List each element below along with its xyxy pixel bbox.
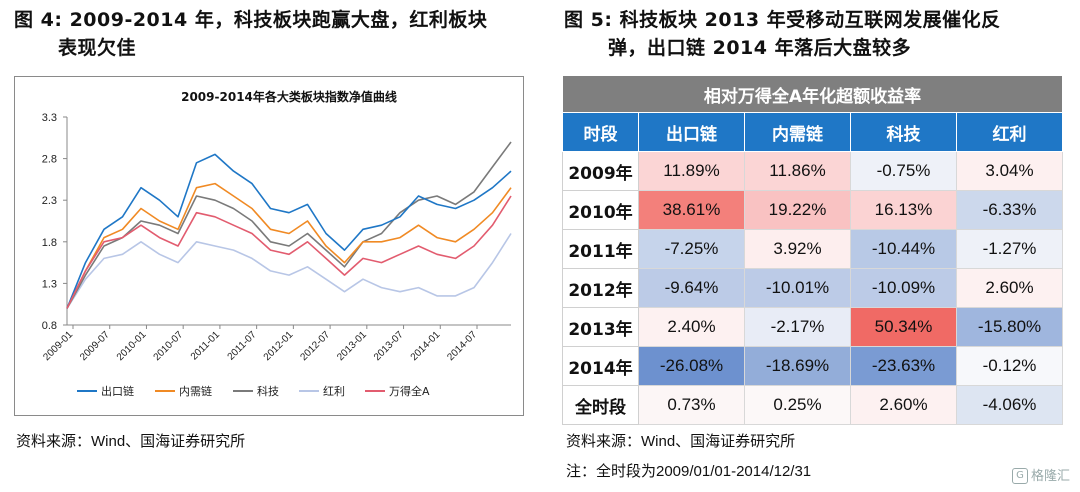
- value-cell: -2.17%: [744, 307, 851, 347]
- y-tick-label: 1.3: [42, 278, 57, 290]
- value-cell: 11.89%: [638, 151, 745, 191]
- series-line: [66, 153, 512, 309]
- table-header-cell: 内需链: [744, 112, 851, 152]
- row-label: 2014年: [562, 346, 639, 386]
- table-header-cell: 红利: [956, 112, 1063, 152]
- y-tick-label: 2.3: [42, 195, 57, 207]
- x-tick-label: 2013-07: [372, 329, 406, 363]
- value-cell: -9.64%: [638, 268, 745, 308]
- row-label: 2011年: [562, 229, 639, 269]
- series-line: [66, 195, 512, 309]
- table-row: 2011年 -7.25% 3.92% -10.44% -1.27%: [562, 229, 1063, 269]
- value-cell: -10.09%: [850, 268, 957, 308]
- value-cell: 11.86%: [744, 151, 851, 191]
- right-title-line1: 科技板块 2013 年受移动互联网发展催化反: [619, 9, 1001, 31]
- value-cell: 38.61%: [638, 190, 745, 230]
- line-chart-panel: 2009-2014年各大类板块指数净值曲线 3.3 2.8 2.3 1.8 1.3 0.8 2…: [14, 76, 524, 416]
- excess-return-table: 相对万得全A年化超额收益率 时段 出口链 内需链 科技 红利 2009年 11.89% 11…: [562, 75, 1063, 425]
- line-chart: 2009-2014年各大类板块指数净值曲线3.32.82.31.81.30.82…: [41, 89, 512, 398]
- right-figure-number: 图 5:: [564, 9, 613, 31]
- legend-label: 科技: [257, 384, 279, 398]
- x-tick-label: 2014-01: [409, 329, 443, 363]
- value-cell: -26.08%: [638, 346, 745, 386]
- value-cell: 3.04%: [956, 151, 1063, 191]
- value-cell: 19.22%: [744, 190, 851, 230]
- row-label: 2012年: [562, 268, 639, 308]
- table-row: 2009年 11.89% 11.86% -0.75% 3.04%: [562, 151, 1063, 191]
- table-row: 全时段 0.73% 0.25% 2.60% -4.06%: [562, 385, 1063, 425]
- x-tick-label: 2010-07: [152, 329, 186, 363]
- series-line: [66, 141, 512, 309]
- row-label: 全时段: [562, 385, 639, 425]
- x-tick-label: 2013-01: [335, 329, 369, 363]
- value-cell: 0.73%: [638, 385, 745, 425]
- table-header-cell: 出口链: [638, 112, 745, 152]
- value-cell: -4.06%: [956, 385, 1063, 425]
- value-cell: 3.92%: [744, 229, 851, 269]
- y-tick-label: 2.8: [42, 154, 57, 166]
- chart-title: 2009-2014年各大类板块指数净值曲线: [181, 89, 397, 104]
- value-cell: -7.25%: [638, 229, 745, 269]
- value-cell: -0.12%: [956, 346, 1063, 386]
- legend-label: 出口链: [101, 384, 134, 398]
- value-cell: 16.13%: [850, 190, 957, 230]
- table-row: 2012年 -9.64% -10.01% -10.09% 2.60%: [562, 268, 1063, 308]
- watermark-text: 格隆汇: [1030, 468, 1070, 484]
- value-cell: -10.44%: [850, 229, 957, 269]
- legend-label: 万得全A: [389, 384, 430, 398]
- value-cell: 2.40%: [638, 307, 745, 347]
- table-header-cell: 时段: [562, 112, 639, 152]
- watermark-logo: G 格隆汇: [1011, 465, 1070, 484]
- table-caption: 相对万得全A年化超额收益率: [562, 75, 1063, 113]
- x-tick-label: 2012-01: [262, 329, 296, 363]
- row-label: 2013年: [562, 307, 639, 347]
- value-cell: 0.25%: [744, 385, 851, 425]
- left-figure-number: 图 4:: [14, 9, 63, 31]
- right-source-note: 资料来源：Wind、国海证券研究所: [566, 433, 796, 450]
- y-tick-label: 0.8: [42, 320, 57, 332]
- value-cell: -6.33%: [956, 190, 1063, 230]
- series-line: [66, 182, 512, 309]
- table-row: 2014年 -26.08% -18.69% -23.63% -0.12%: [562, 346, 1063, 386]
- left-source-note: 资料来源：Wind、国海证券研究所: [16, 433, 246, 450]
- left-title-line1: 2009-2014 年，科技板块跑赢大盘，红利板块: [69, 9, 488, 31]
- legend-label: 红利: [323, 385, 345, 398]
- value-cell: -18.69%: [744, 346, 851, 386]
- table-header-cell: 科技: [850, 112, 957, 152]
- x-tick-label: 2009-01: [41, 329, 75, 363]
- x-tick-label: 2011-01: [189, 329, 223, 363]
- x-tick-label: 2014-07: [445, 329, 479, 363]
- y-tick-label: 3.3: [42, 112, 57, 124]
- right-title-line2: 弹，出口链 2014 年落后大盘较多: [608, 37, 912, 59]
- left-title-line2: 表现欠佳: [58, 37, 137, 59]
- x-tick-label: 2010-01: [115, 329, 149, 363]
- value-cell: -1.27%: [956, 229, 1063, 269]
- watermark-icon: G: [1011, 468, 1028, 484]
- value-cell: -10.01%: [744, 268, 851, 308]
- value-cell: -0.75%: [850, 151, 957, 191]
- y-tick-label: 1.8: [42, 237, 57, 249]
- period-note: 注：全时段为2009/01/01-2014/12/31: [566, 463, 812, 480]
- table-row: 2010年 38.61% 19.22% 16.13% -6.33%: [562, 190, 1063, 230]
- value-cell: -23.63%: [850, 346, 957, 386]
- row-label: 2009年: [562, 151, 639, 191]
- x-tick-label: 2009-07: [78, 329, 112, 363]
- right-figure-title: 图 5: 科技板块 2013 年受移动互联网发展催化反 弹，出口链 2014 年…: [564, 6, 1074, 62]
- x-tick-label: 2011-07: [226, 329, 260, 363]
- legend-label: 内需链: [179, 384, 212, 398]
- value-cell: 50.34%: [850, 307, 957, 347]
- table-row: 2013年 2.40% -2.17% 50.34% -15.80%: [562, 307, 1063, 347]
- value-cell: -15.80%: [956, 307, 1063, 347]
- row-label: 2010年: [562, 190, 639, 230]
- series-line: [66, 233, 512, 309]
- value-cell: 2.60%: [850, 385, 957, 425]
- x-tick-label: 2012-07: [298, 329, 332, 363]
- value-cell: 2.60%: [956, 268, 1063, 308]
- left-figure-title: 图 4: 2009-2014 年，科技板块跑赢大盘，红利板块 表现欠佳: [14, 6, 534, 62]
